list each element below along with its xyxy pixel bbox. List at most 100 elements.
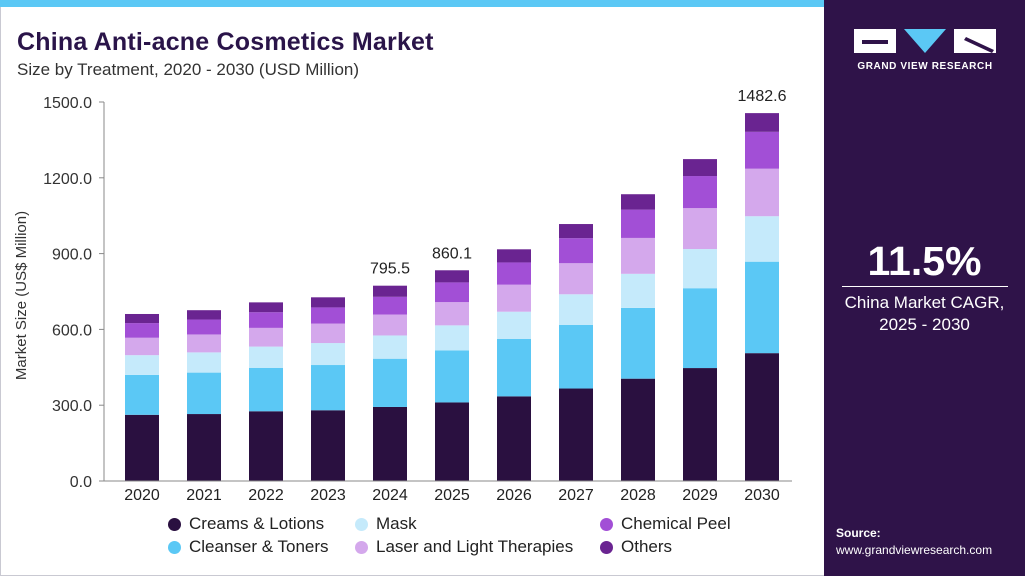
bar-segment — [373, 285, 407, 297]
bar-segment — [125, 414, 159, 481]
x-tick-label: 2029 — [682, 487, 718, 504]
grand-view-research-logo-icon — [854, 29, 996, 53]
bar-segment — [311, 307, 345, 324]
x-tick-label: 2028 — [620, 487, 656, 504]
bar-segment — [373, 358, 407, 407]
legend-label: Chemical Peel — [621, 514, 731, 533]
bar-segment — [683, 159, 717, 177]
data-label: 860.1 — [432, 245, 472, 262]
accent-bar — [0, 0, 824, 7]
y-tick-label: 300.0 — [52, 398, 92, 415]
data-label: 795.5 — [370, 261, 410, 278]
legend-swatch-icon — [355, 540, 368, 554]
legend-item: Others — [600, 537, 672, 557]
y-tick-label: 600.0 — [52, 322, 92, 339]
side-panel: GRAND VIEW RESEARCH 11.5% China Market C… — [824, 0, 1025, 576]
x-tick-label: 2023 — [310, 487, 346, 504]
bar-segment — [683, 288, 717, 369]
bar-segment — [683, 176, 717, 209]
x-tick-label: 2024 — [372, 487, 408, 504]
bar-segment — [311, 297, 345, 308]
bar-segment — [187, 372, 221, 415]
bar-segment — [621, 209, 655, 238]
bar-segment — [497, 339, 531, 397]
bar-segment — [683, 208, 717, 250]
legend-label: Mask — [376, 514, 417, 533]
bar-segment — [187, 319, 221, 335]
bar-segment — [311, 365, 345, 411]
bar-segment — [311, 323, 345, 344]
y-tick-label: 1200.0 — [43, 171, 92, 188]
bar-segment — [125, 337, 159, 356]
x-tick-label: 2021 — [186, 487, 222, 504]
legend-item: Mask — [355, 514, 417, 534]
bar-segment — [559, 238, 593, 264]
data-label: 1482.6 — [738, 88, 787, 105]
y-axis-label: Market Size (US$ Million) — [13, 211, 30, 380]
bar-segment — [125, 313, 159, 324]
bar-segment — [745, 168, 779, 217]
bar-segment — [683, 249, 717, 289]
legend-swatch-icon — [355, 517, 368, 531]
legend-item: Laser and Light Therapies — [355, 537, 573, 557]
y-tick-label: 1500.0 — [43, 95, 92, 112]
brand-logo: GRAND VIEW RESEARCH — [854, 28, 996, 76]
cagr-divider — [842, 286, 1008, 287]
x-tick-label: 2022 — [248, 487, 284, 504]
bar-segment — [559, 224, 593, 239]
bar-segment — [497, 396, 531, 481]
bar-segment — [249, 312, 283, 328]
bar-segment — [373, 314, 407, 336]
x-tick-label: 2020 — [124, 487, 160, 504]
bar-segment — [249, 327, 283, 347]
bar-segment — [497, 249, 531, 263]
bar-segment — [187, 352, 221, 373]
bar-segment — [497, 284, 531, 312]
chart-legend: Creams & Lotions Mask Chemical Peel Cleanse… — [168, 514, 808, 562]
bar-segment — [683, 368, 717, 481]
legend-swatch-icon — [168, 540, 181, 554]
legend-swatch-icon — [600, 540, 613, 554]
bar-segment — [311, 343, 345, 366]
bar-segment — [435, 350, 469, 403]
bar-segment — [125, 374, 159, 415]
x-tick-label: 2026 — [496, 487, 532, 504]
x-tick-label: 2025 — [434, 487, 470, 504]
bar-segment — [373, 335, 407, 359]
bar-segment — [497, 262, 531, 285]
brand-name: GRAND VIEW RESEARCH — [857, 61, 993, 72]
bar-segment — [373, 296, 407, 315]
cagr-label-line2: 2025 - 2030 — [879, 315, 970, 334]
legend-item: Cleanser & Toners — [168, 537, 329, 557]
legend-label: Laser and Light Therapies — [376, 537, 574, 556]
bar-segment — [249, 411, 283, 481]
legend-label: Creams & Lotions — [189, 514, 325, 533]
x-tick-label: 2027 — [558, 487, 594, 504]
bar-segment — [435, 282, 469, 303]
bar-segment — [559, 263, 593, 295]
source-url[interactable]: www.grandviewresearch.com — [836, 543, 993, 557]
cagr-value: 11.5% — [867, 238, 982, 284]
bar-segment — [621, 307, 655, 379]
y-tick-label: 900.0 — [52, 247, 92, 264]
bar-segment — [559, 388, 593, 481]
stacked-bar-chart: 0.0 300.0 600.0 900.0 1200.0 1500.0 Market Siz… — [13, 88, 792, 504]
cagr-label: China Market CAGR, 2025 - 2030 — [824, 292, 1025, 336]
bar-segment — [187, 414, 221, 481]
chart-subtitle: Size by Treatment, 2020 - 2030 (USD Mill… — [17, 60, 360, 79]
legend-label: Cleanser & Toners — [189, 537, 329, 556]
bar-segment — [311, 410, 345, 481]
bar-segment — [187, 334, 221, 353]
bar-segment — [745, 131, 779, 169]
legend-swatch-icon — [168, 517, 181, 531]
bar-segment — [249, 302, 283, 313]
bar-segment — [621, 273, 655, 308]
bar-segment — [497, 311, 531, 340]
bar-segment — [559, 324, 593, 389]
bar-segment — [435, 325, 469, 351]
bar-segment — [373, 406, 407, 481]
bar-segment — [745, 216, 779, 262]
bar-segment — [249, 346, 283, 368]
legend-label: Others — [621, 537, 673, 556]
chart-title: China Anti-acne Cosmetics Market — [17, 28, 434, 56]
